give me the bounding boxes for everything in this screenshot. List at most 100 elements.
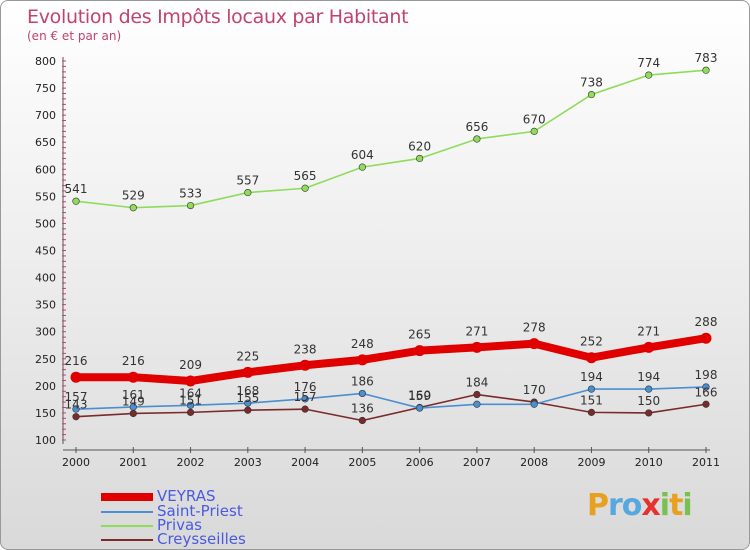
x-tick-label: 2011 [692, 456, 720, 469]
data-label-creysseilles: 184 [465, 376, 488, 390]
data-point-saint-priest [72, 405, 80, 413]
legend-label-creysseilles: Creysseilles [157, 530, 246, 548]
data-label-saint-priest: 159 [408, 389, 431, 403]
data-point-privas [702, 66, 710, 74]
data-point-creysseilles [358, 416, 366, 425]
legend-label-saint-priest: Saint-Priest [157, 502, 243, 520]
x-tick-label: 2008 [520, 456, 548, 469]
legend-label-privas: Privas [157, 516, 202, 534]
data-label-veyras: 265 [408, 328, 431, 342]
y-tick-label: 600 [35, 163, 56, 176]
data-label-creysseilles: 166 [695, 385, 718, 399]
legend-swatch-creysseilles [101, 539, 153, 541]
series-line-saint-priest [75, 386, 707, 410]
x-tick-label: 2004 [291, 456, 319, 469]
series-line-privas [75, 69, 707, 209]
data-point-creysseilles [129, 409, 137, 418]
y-tick-label: 300 [35, 326, 56, 339]
y-tick-label: 250 [35, 353, 56, 366]
data-label-veyras: 288 [695, 315, 718, 329]
y-tick-label: 150 [35, 407, 56, 420]
x-tick-label: 2010 [635, 456, 663, 469]
logo-letter: t [669, 488, 683, 523]
data-label-privas: 620 [408, 139, 431, 153]
data-label-privas: 604 [351, 148, 374, 162]
data-label-creysseilles: 143 [65, 398, 88, 412]
data-point-privas [72, 197, 80, 205]
y-tick-label: 200 [35, 380, 56, 393]
data-point-saint-priest [416, 404, 424, 412]
data-point-creysseilles [702, 400, 710, 408]
data-point-creysseilles [587, 408, 596, 416]
data-point-saint-priest [358, 389, 366, 398]
data-label-privas: 738 [580, 76, 603, 90]
data-point-creysseilles [244, 406, 252, 414]
data-label-privas: 529 [122, 189, 145, 203]
logo-letter: r [608, 488, 623, 523]
data-label-veyras: 216 [122, 354, 145, 368]
legend-swatch-saint-priest [101, 511, 153, 513]
data-point-privas [645, 71, 653, 79]
logo-letter: o [621, 488, 643, 523]
data-label-saint-priest: 194 [637, 370, 660, 384]
data-point-saint-priest [702, 383, 710, 391]
data-label-privas: 656 [465, 120, 488, 134]
data-label-privas: 565 [294, 169, 317, 183]
y-tick-label: 550 [35, 190, 56, 203]
chart-subtitle: (en € et par an) [27, 29, 122, 43]
data-point-veyras [585, 352, 597, 364]
data-point-veyras [299, 359, 311, 371]
data-point-privas [416, 154, 424, 163]
data-point-privas [186, 201, 195, 210]
data-point-privas [530, 127, 538, 135]
data-point-veyras [356, 354, 368, 366]
data-label-saint-priest: 157 [65, 390, 88, 404]
logo-letter: P [587, 488, 609, 523]
legend-swatch-privas [101, 525, 153, 527]
data-label-veyras: 225 [236, 349, 259, 363]
proxiti-logo: Proxiti [587, 488, 693, 523]
data-point-privas [587, 90, 596, 99]
x-tick-label: 2007 [463, 456, 491, 469]
data-label-creysseilles: 157 [294, 390, 317, 404]
y-tick-label: 500 [35, 217, 56, 230]
data-point-veyras [414, 345, 426, 357]
data-point-creysseilles [186, 408, 195, 416]
series-line-creysseilles [75, 393, 707, 422]
data-label-creysseilles: 160 [408, 389, 431, 403]
data-label-saint-priest: 168 [236, 384, 259, 398]
y-tick-label: 750 [35, 82, 56, 95]
y-tick-label: 100 [35, 434, 56, 447]
x-tick-label: 2001 [119, 456, 147, 469]
data-label-veyras: 216 [65, 354, 88, 368]
data-label-veyras: 271 [637, 324, 660, 338]
data-point-saint-priest [645, 385, 653, 393]
data-point-veyras [127, 371, 139, 383]
data-label-saint-priest: 164 [179, 386, 202, 400]
x-tick-label: 2002 [177, 456, 205, 469]
y-tick-label: 650 [35, 136, 56, 149]
data-label-creysseilles: 151 [179, 393, 202, 407]
data-point-saint-priest [530, 400, 538, 408]
data-point-privas [358, 163, 366, 171]
data-point-creysseilles [72, 413, 80, 421]
data-label-veyras: 252 [580, 335, 603, 349]
logo-letter: i [682, 488, 692, 523]
logo-letter: x [641, 488, 660, 523]
data-point-creysseilles [301, 405, 309, 413]
data-label-creysseilles: 151 [580, 393, 603, 407]
data-point-veyras [70, 371, 82, 383]
data-point-saint-priest [129, 403, 137, 411]
data-point-privas [129, 204, 137, 212]
data-label-privas: 670 [523, 112, 546, 126]
data-point-veyras [643, 341, 655, 353]
data-label-saint-priest: 176 [294, 380, 317, 394]
x-tick-label: 2003 [234, 456, 262, 469]
data-label-saint-priest: 194 [580, 370, 603, 384]
data-point-creysseilles [473, 390, 481, 399]
data-label-creysseilles: 136 [351, 402, 374, 416]
data-label-creysseilles: 155 [236, 391, 259, 405]
data-label-privas: 557 [236, 174, 259, 188]
data-point-saint-priest [473, 400, 481, 408]
